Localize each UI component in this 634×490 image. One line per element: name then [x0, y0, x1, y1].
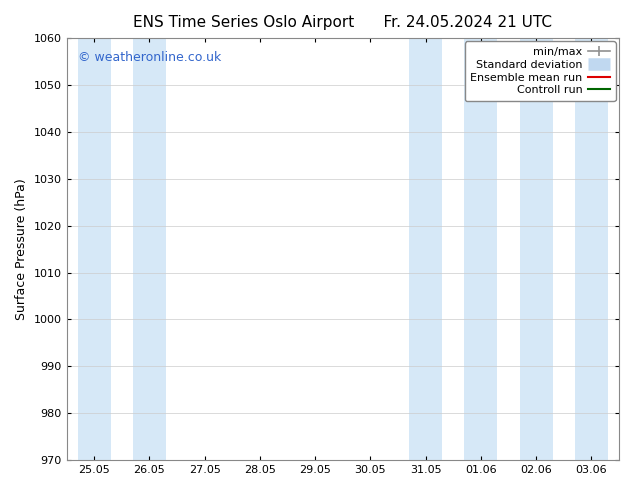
Title: ENS Time Series Oslo Airport      Fr. 24.05.2024 21 UTC: ENS Time Series Oslo Airport Fr. 24.05.2…: [133, 15, 552, 30]
Y-axis label: Surface Pressure (hPa): Surface Pressure (hPa): [15, 178, 28, 320]
Bar: [77, 38, 111, 460]
Text: © weatheronline.co.uk: © weatheronline.co.uk: [77, 51, 221, 64]
Bar: [575, 38, 608, 460]
Bar: [409, 38, 442, 460]
Bar: [464, 38, 498, 460]
Bar: [519, 38, 553, 460]
Bar: [133, 38, 166, 460]
Legend: min/max, Standard deviation, Ensemble mean run, Controll run: min/max, Standard deviation, Ensemble me…: [465, 42, 616, 101]
